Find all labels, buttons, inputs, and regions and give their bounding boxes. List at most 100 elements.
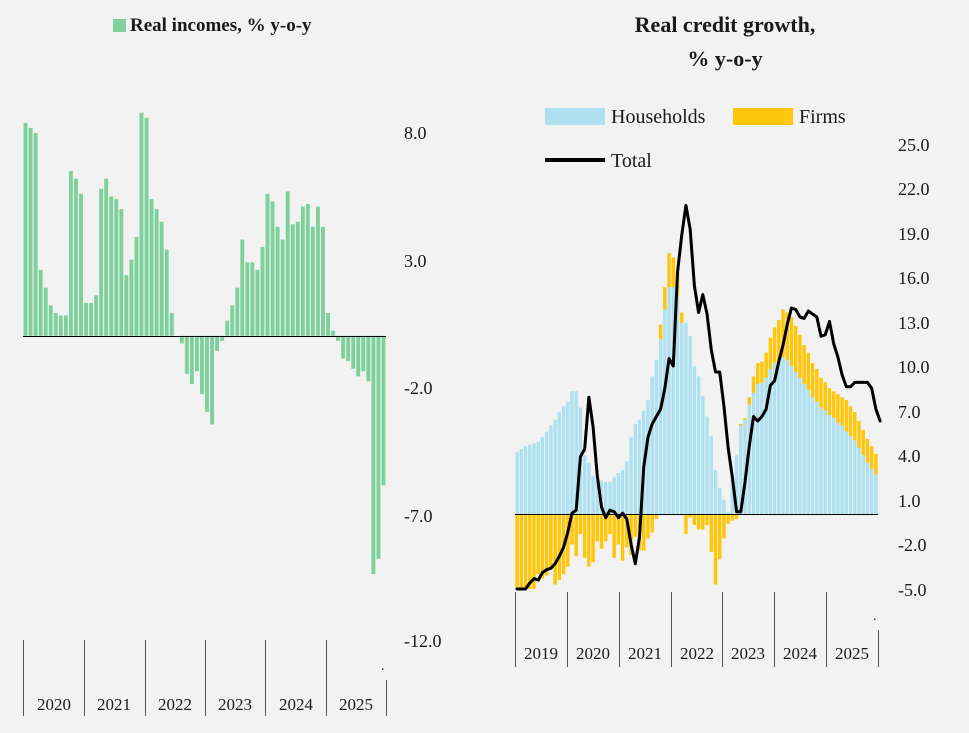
- households-bar: [751, 392, 756, 515]
- firms-bar: [755, 363, 760, 384]
- firms-bar: [616, 514, 621, 545]
- real-incomes-bar: [104, 178, 109, 336]
- households-bar: [806, 389, 811, 515]
- left-x-label: 2025: [339, 695, 373, 714]
- firms-bar: [528, 514, 532, 589]
- households-bar: [739, 425, 743, 515]
- right-y-tick: 16.0: [898, 268, 930, 288]
- firms-bar: [625, 514, 629, 548]
- households-bar: [789, 366, 794, 515]
- right-chart-title-line2: % y-o-y: [687, 46, 762, 71]
- real-incomes-bar: [154, 209, 159, 336]
- firms-bar: [743, 418, 747, 420]
- households-bar: [553, 419, 557, 515]
- right-last-tick-mark: .: [873, 609, 877, 624]
- households-bar: [874, 474, 878, 515]
- firms-bar: [730, 514, 735, 521]
- households-bar: [755, 383, 760, 515]
- households-bar: [549, 425, 553, 515]
- households-bar: [760, 382, 764, 515]
- legend-swatch-firms: [733, 108, 793, 125]
- legend-label-households: Households: [611, 106, 706, 128]
- real-incomes-bar: [371, 335, 376, 575]
- households-bar: [587, 462, 591, 515]
- firms-bar: [519, 514, 524, 589]
- firms-bar: [844, 400, 849, 432]
- real-incomes-bar: [220, 335, 225, 341]
- real-incomes-bar: [189, 335, 194, 384]
- firms-bar: [785, 312, 789, 361]
- real-incomes-bar: [53, 312, 58, 336]
- firms-bar: [713, 514, 718, 585]
- households-bar: [574, 391, 578, 515]
- right-y-tick: 19.0: [898, 224, 930, 244]
- firms-bar: [734, 514, 739, 520]
- legend-label-firms: Firms: [799, 106, 846, 128]
- real-incomes-bar: [285, 191, 290, 336]
- real-incomes-bar: [38, 269, 43, 336]
- real-incomes-bar: [164, 249, 169, 336]
- households-bar: [827, 415, 832, 515]
- households-bar: [777, 360, 781, 515]
- households-bar: [831, 418, 836, 515]
- households-bar: [810, 397, 815, 515]
- real-incomes-bar: [84, 302, 88, 336]
- real-incomes-bar: [139, 112, 144, 336]
- left-y-tick: -2.0: [404, 378, 433, 398]
- households-bar: [633, 423, 638, 515]
- left-chart: Real incomes, % y-o-y 8.0 3.0 -2.0 -7.0 …: [23, 15, 442, 716]
- real-incomes-bar: [240, 239, 245, 336]
- firms-bar: [831, 391, 836, 419]
- households-bar: [798, 377, 802, 515]
- households-bar: [629, 437, 633, 515]
- firms-bar: [815, 368, 819, 402]
- left-x-label: 2024: [279, 695, 314, 714]
- real-incomes-bar: [321, 226, 325, 336]
- firms-bar: [836, 394, 840, 423]
- households-bar: [730, 477, 735, 515]
- households-bar: [540, 437, 545, 515]
- real-incomes-bar: [381, 335, 386, 486]
- real-incomes-bar: [215, 335, 220, 352]
- households-bar: [793, 371, 798, 515]
- households-bar: [848, 435, 853, 515]
- left-y-tick: 8.0: [404, 123, 427, 143]
- left-x-label: 2023: [218, 695, 252, 714]
- households-bar: [781, 357, 785, 515]
- firms-bar: [777, 319, 781, 361]
- firms-bar: [544, 514, 549, 576]
- households-bar: [861, 455, 865, 515]
- real-incomes-bar: [346, 335, 351, 362]
- firms-bar: [717, 514, 722, 560]
- firms-bar: [739, 423, 743, 426]
- real-incomes-bar: [351, 335, 356, 369]
- real-incomes-bar: [144, 117, 149, 336]
- households-bar: [705, 416, 709, 515]
- real-incomes-bar: [48, 305, 53, 336]
- firms-bar: [629, 514, 633, 555]
- real-incomes-bar: [119, 209, 124, 336]
- real-incomes-bar: [179, 335, 184, 344]
- households-bar: [637, 419, 642, 515]
- real-incomes-bar: [63, 315, 68, 336]
- firms-bar: [747, 397, 751, 405]
- firms-bar: [823, 382, 827, 411]
- households-bar: [865, 462, 870, 515]
- real-incomes-bar: [149, 198, 154, 336]
- households-bar: [743, 419, 747, 515]
- right-x-axis: 2019 2020 2021 2022 2023 2024 2025 .: [515, 592, 879, 667]
- firms-bar: [587, 514, 591, 567]
- left-y-tick: 3.0: [404, 251, 427, 271]
- firms-bar: [684, 514, 688, 534]
- firms-bar: [869, 446, 874, 469]
- firms-bar: [642, 514, 646, 551]
- real-incomes-bar: [255, 269, 260, 336]
- real-incomes-bar: [225, 320, 230, 336]
- firms-bar: [599, 514, 604, 549]
- real-incomes-bar: [109, 196, 114, 336]
- real-incomes-bar: [169, 312, 174, 336]
- firms-bar: [768, 337, 773, 369]
- households-bar: [836, 422, 840, 515]
- real-incomes-bar: [356, 335, 361, 377]
- legend-label-total: Total: [611, 150, 652, 172]
